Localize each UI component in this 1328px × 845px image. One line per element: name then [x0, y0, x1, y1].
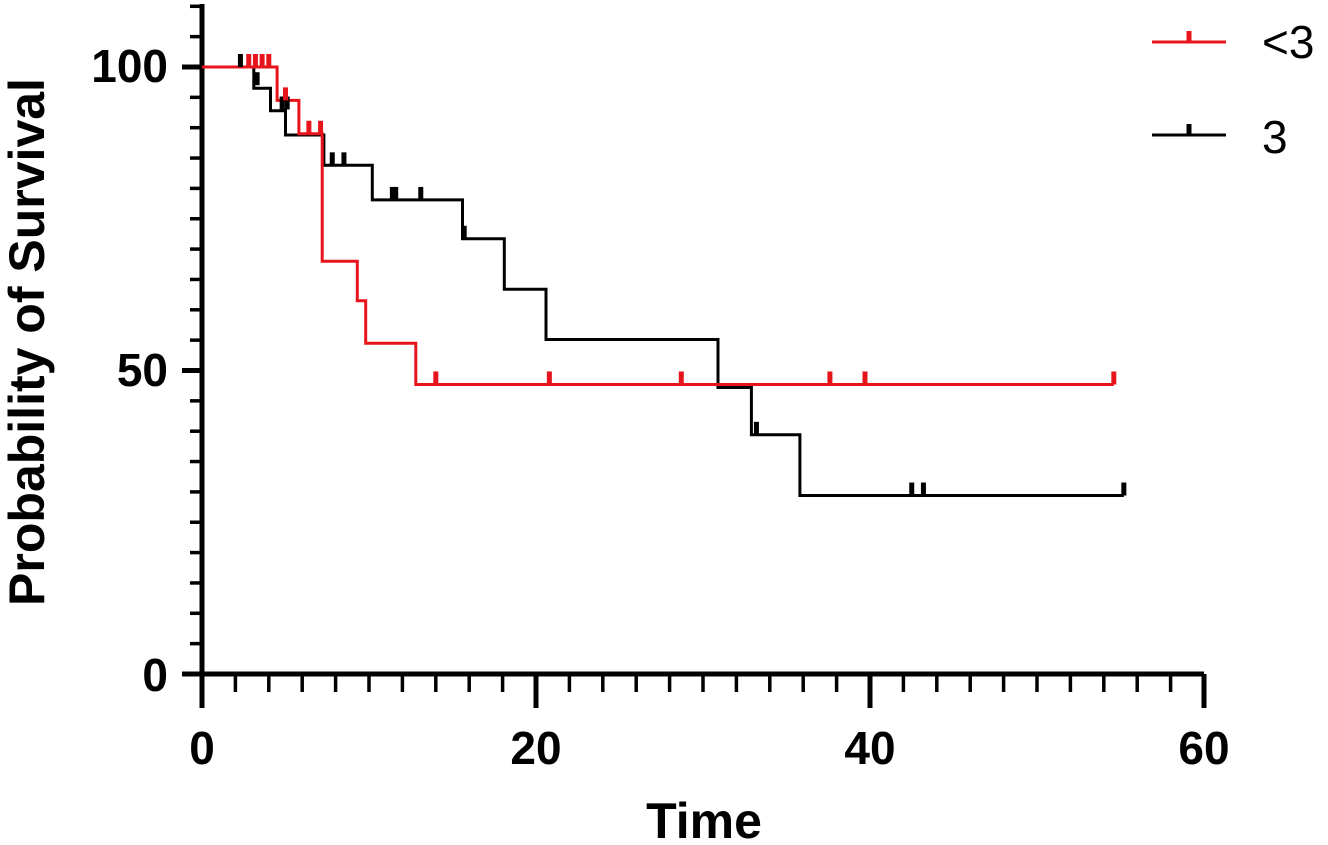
x-tick-label-40: 40 [844, 722, 895, 774]
y-tick-label-100: 100 [91, 40, 168, 92]
series-line-lt3 [202, 65, 1114, 386]
y-axis-title: Probability of Survival [0, 78, 55, 606]
x-tick-label-20: 20 [510, 722, 561, 774]
legend-label-3: 3 [1262, 111, 1288, 163]
legend-label-lt3: <3 [1262, 16, 1314, 68]
y-tick-label-50: 50 [117, 344, 168, 396]
series-layer [202, 54, 1127, 497]
x-tick-label-60: 60 [1178, 722, 1229, 774]
series-line-3 [202, 65, 1124, 497]
x-axis-title: Time [646, 793, 762, 845]
y-tick-label-0: 0 [142, 649, 168, 701]
x-tick-label-0: 0 [189, 722, 215, 774]
legend [1152, 31, 1226, 137]
axes [182, 4, 1207, 708]
